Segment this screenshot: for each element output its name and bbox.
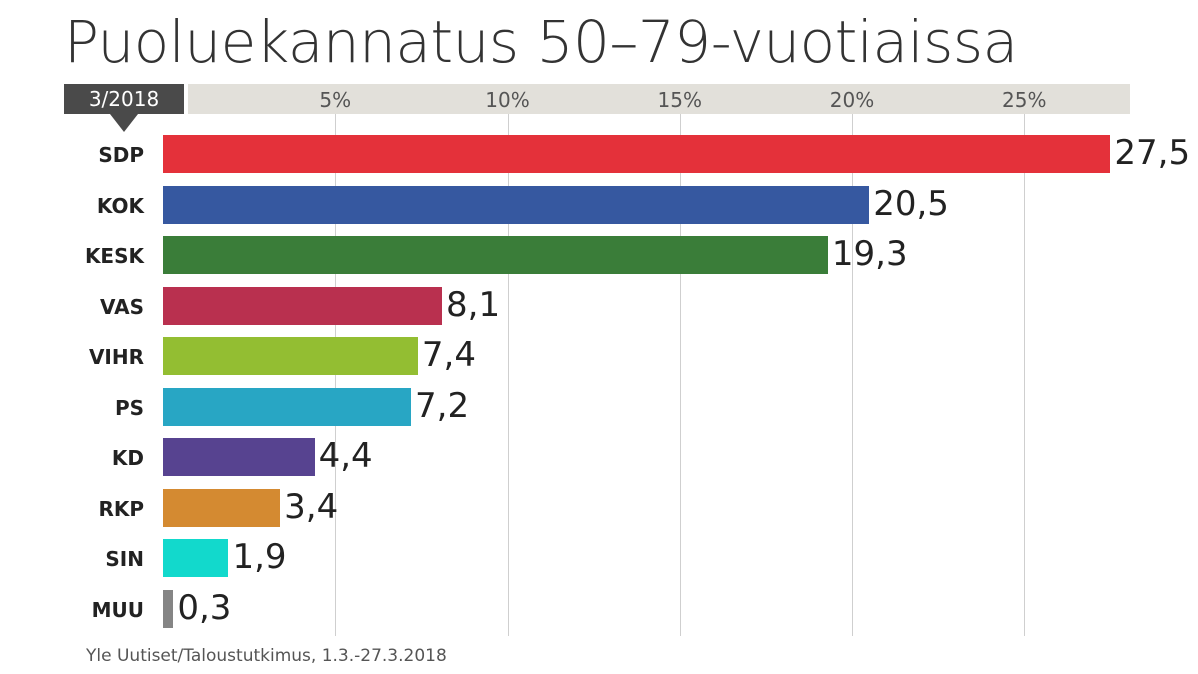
x-tick-label: 25% (1002, 88, 1047, 112)
bar-sdp (163, 135, 1111, 173)
gridline-20 (852, 114, 853, 636)
bar-sin (163, 539, 229, 577)
value-label: 7,2 (415, 385, 470, 426)
value-label: 1,9 (232, 537, 287, 577)
category-label: SIN (105, 547, 144, 571)
gridline-25 (1024, 114, 1026, 636)
value-label: 20,5 (873, 183, 949, 224)
x-tick-label: 5% (319, 88, 352, 112)
bar-ps (163, 387, 412, 426)
value-label: 4,4 (318, 436, 373, 476)
category-label: KD (111, 446, 144, 470)
category-label: KOK (96, 193, 144, 218)
bar-kesk (163, 236, 828, 274)
value-label: 7,4 (421, 335, 476, 375)
x-tick-label: 10% (485, 88, 530, 112)
value-label: 19,3 (831, 234, 908, 274)
gridline-10 (507, 114, 509, 636)
category-label: PS (114, 395, 144, 420)
gridline-15 (679, 114, 681, 636)
bar-kok (163, 185, 870, 224)
category-label: MUU (91, 597, 144, 622)
category-label: KESK (84, 244, 144, 268)
bar-rkp (163, 488, 281, 527)
bar-muu (163, 589, 174, 628)
bar-vas (163, 286, 443, 325)
bar-vihr (163, 337, 418, 375)
bar-kd (163, 438, 315, 476)
category-label: RKP (98, 496, 144, 521)
x-tick-label: 20% (829, 88, 875, 112)
source-note: Yle Uutiset/Taloustutkimus, 1.3.-27.3.20… (86, 646, 447, 666)
gridline-5 (335, 114, 337, 636)
chart-title: Puoluekannatus 50–79-vuotiaissa (64, 8, 1018, 76)
axis-band (188, 84, 1130, 114)
category-label: VAS (99, 294, 144, 319)
value-label: 3,4 (284, 486, 339, 527)
x-tick-label: 15% (657, 88, 702, 112)
category-label: SDP (98, 143, 144, 167)
category-label: VIHR (88, 345, 144, 369)
value-label: 0,3 (177, 587, 232, 628)
value-label: 27,5 (1114, 133, 1191, 173)
value-label: 8,1 (446, 284, 501, 325)
period-badge: 3/2018 (64, 84, 184, 132)
